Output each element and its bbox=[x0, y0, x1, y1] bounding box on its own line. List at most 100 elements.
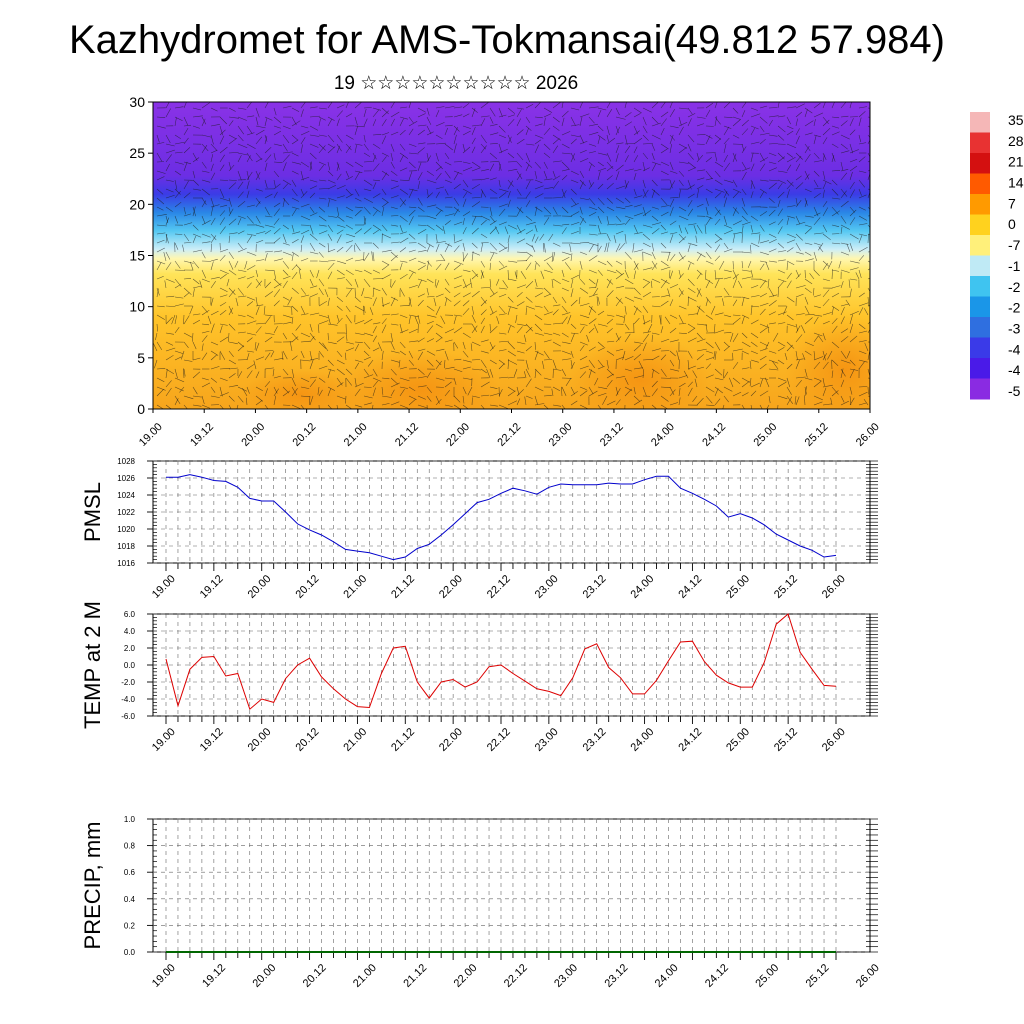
wind-barb bbox=[786, 239, 796, 244]
wind-barb bbox=[768, 294, 778, 298]
wind-barb bbox=[444, 339, 453, 343]
wind-barb bbox=[570, 332, 579, 335]
wind-barb bbox=[318, 300, 328, 307]
wind-barb bbox=[804, 107, 813, 114]
wind-barb bbox=[246, 143, 256, 149]
wind-barb bbox=[453, 264, 461, 271]
wind-barb bbox=[354, 102, 363, 109]
wind-barb bbox=[678, 323, 687, 325]
wind-barb bbox=[804, 242, 813, 245]
wind-barb bbox=[228, 323, 236, 331]
wind-barb bbox=[426, 192, 433, 199]
wind-barb bbox=[669, 254, 676, 262]
wind-barb bbox=[372, 326, 377, 334]
wind-barb bbox=[471, 215, 482, 218]
wind-barb bbox=[615, 171, 620, 181]
wind-barb bbox=[588, 182, 595, 190]
wind-barb bbox=[255, 259, 265, 262]
wind-barb bbox=[579, 303, 590, 307]
wind-barb bbox=[831, 318, 838, 325]
wind-barb bbox=[795, 242, 801, 251]
wind-barb bbox=[228, 197, 232, 207]
wind-barb bbox=[801, 325, 806, 334]
wind-barb bbox=[831, 269, 833, 280]
wind-barb bbox=[444, 213, 455, 217]
x-tick-label: 25.00 bbox=[753, 962, 781, 990]
wind-barb bbox=[552, 206, 558, 215]
wind-barb bbox=[444, 296, 452, 302]
wind-barb bbox=[849, 323, 854, 334]
wind-barb bbox=[372, 210, 378, 217]
wind-barb bbox=[417, 404, 428, 409]
wind-barb bbox=[201, 197, 207, 205]
wind-barb bbox=[426, 188, 429, 197]
wind-barb bbox=[624, 305, 627, 315]
wind-barb bbox=[822, 384, 833, 388]
wind-barb bbox=[174, 386, 184, 392]
wind-barb bbox=[345, 278, 353, 286]
wind-barb bbox=[750, 215, 758, 222]
wind-barb bbox=[435, 395, 440, 404]
wind-barb bbox=[759, 390, 769, 397]
wind-barb bbox=[858, 223, 868, 226]
wind-barb bbox=[633, 296, 643, 300]
wind-barb bbox=[282, 296, 290, 301]
wind-barb bbox=[813, 287, 815, 296]
wind-barb bbox=[507, 119, 515, 127]
wind-barb bbox=[714, 179, 723, 185]
wind-barb bbox=[372, 143, 381, 149]
wind-barb bbox=[336, 350, 343, 357]
wind-barb bbox=[219, 164, 225, 172]
wind-barb bbox=[462, 125, 471, 129]
wind-barb bbox=[732, 179, 738, 188]
wind-barb bbox=[489, 124, 498, 127]
wind-barb bbox=[534, 341, 536, 350]
wind-barb bbox=[534, 332, 544, 336]
wind-barb bbox=[345, 368, 353, 375]
wind-barb bbox=[354, 388, 361, 397]
wind-barb bbox=[273, 289, 281, 298]
wind-barb bbox=[777, 179, 786, 184]
wind-barb bbox=[595, 278, 599, 288]
wind-barb bbox=[772, 332, 779, 342]
wind-barb bbox=[705, 363, 712, 370]
wind-barb bbox=[300, 340, 311, 343]
wind-barb bbox=[462, 300, 470, 307]
wind-barb bbox=[768, 107, 778, 109]
wind-barb bbox=[606, 269, 617, 274]
wind-barb bbox=[543, 217, 550, 226]
wind-barb bbox=[381, 110, 389, 118]
wind-barb bbox=[579, 181, 584, 190]
wind-barb bbox=[813, 380, 822, 388]
wind-barb bbox=[327, 233, 333, 241]
wind-barb bbox=[696, 288, 701, 298]
wind-barb bbox=[777, 311, 787, 316]
wind-barb bbox=[729, 377, 734, 388]
wind-barb bbox=[453, 292, 461, 298]
wind-barb bbox=[615, 153, 619, 163]
wind-barb bbox=[678, 287, 684, 295]
wind-barb bbox=[552, 170, 556, 178]
wind-barb bbox=[759, 378, 763, 388]
wind-barb bbox=[453, 395, 461, 403]
wind-barb bbox=[849, 335, 858, 343]
wind-barb bbox=[548, 233, 554, 242]
wind-barb bbox=[291, 224, 295, 233]
wind-barb bbox=[818, 246, 824, 253]
wind-barb bbox=[642, 179, 646, 189]
wind-barb bbox=[777, 191, 785, 199]
wind-barb bbox=[507, 134, 512, 143]
wind-barb bbox=[714, 341, 721, 351]
wind-barb bbox=[749, 360, 752, 370]
wind-barb bbox=[498, 192, 507, 199]
wind-barb bbox=[840, 150, 850, 154]
wind-barb bbox=[435, 332, 443, 339]
wind-barb bbox=[642, 134, 649, 141]
wind-barb bbox=[732, 391, 742, 397]
wind-barb bbox=[183, 206, 186, 215]
wind-barb bbox=[705, 350, 713, 354]
wind-barb bbox=[246, 235, 253, 244]
wind-barb bbox=[453, 161, 463, 163]
wind-barb bbox=[525, 262, 532, 271]
wind-barb bbox=[678, 189, 681, 199]
